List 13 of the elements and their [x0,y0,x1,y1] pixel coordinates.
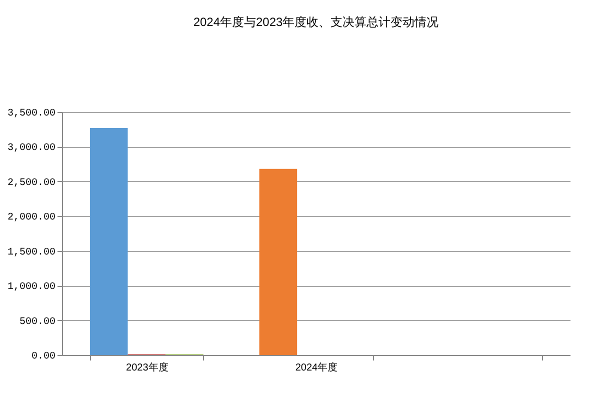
y-tick-label: 2,500.00 [7,178,56,189]
bar [259,168,298,355]
chart-title: 2024年度与2023年度收、支决算总计变动情况 [193,15,439,29]
y-tick-label: 1,000.00 [7,282,56,294]
y-tick-label: 1,500.00 [7,247,56,258]
x-tick-label: 2024年度 [295,362,338,374]
y-tick-label: 2,000.00 [7,212,56,224]
y-tick-label: 3,000.00 [7,143,56,154]
y-tick-label: 500.00 [19,316,56,328]
x-tick-label: 2023年度 [126,362,168,374]
y-tick-label: 3,500.00 [7,108,56,120]
bar [90,128,128,355]
y-tick-label: 0.00 [31,352,56,362]
